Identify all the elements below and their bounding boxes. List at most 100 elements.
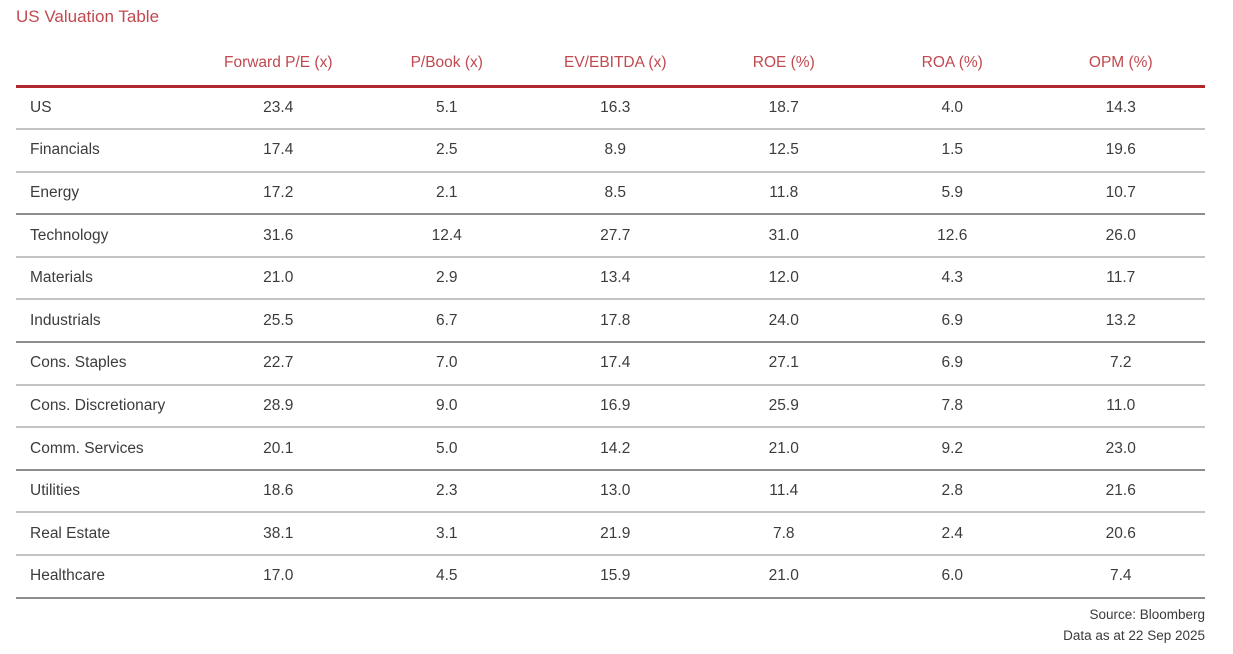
cell-value: 4.3 (868, 256, 1037, 301)
cell-value: 8.9 (531, 129, 700, 173)
cell-value: 12.4 (362, 214, 531, 258)
table-body: US 23.4 5.1 16.3 18.7 4.0 14.3 Financials 17.4 2.… (16, 86, 1205, 599)
cell-value: 17.4 (531, 342, 700, 386)
table-row: Utilities 18.6 2.3 13.0 11.4 2.8 21.6 (16, 469, 1205, 514)
column-header-roa: ROA (%) (868, 29, 1037, 88)
row-label: Cons. Discretionary (16, 384, 194, 429)
cell-value: 2.8 (868, 469, 1037, 514)
cell-value: 23.4 (194, 86, 363, 131)
row-label: Healthcare (16, 555, 194, 599)
cell-value: 6.0 (868, 555, 1037, 599)
column-header-opm: OPM (%) (1036, 29, 1205, 88)
table-row: US 23.4 5.1 16.3 18.7 4.0 14.3 (16, 86, 1205, 131)
row-label: Materials (16, 256, 194, 301)
cell-value: 5.9 (868, 171, 1037, 216)
row-label: Cons. Staples (16, 342, 194, 386)
table-row: Real Estate 38.1 3.1 21.9 7.8 2.4 20.6 (16, 512, 1205, 557)
cell-value: 5.0 (362, 427, 531, 471)
cell-value: 21.0 (699, 555, 868, 599)
cell-value: 11.4 (699, 469, 868, 514)
table-row: Comm. Services 20.1 5.0 14.2 21.0 9.2 23.0 (16, 427, 1205, 471)
cell-value: 7.8 (699, 512, 868, 557)
cell-value: 27.7 (531, 214, 700, 258)
cell-value: 3.1 (362, 512, 531, 557)
corner-cell (16, 29, 194, 88)
cell-value: 13.4 (531, 256, 700, 301)
table-row: Cons. Discretionary 28.9 9.0 16.9 25.9 7.8 11.… (16, 384, 1205, 429)
cell-value: 4.0 (868, 86, 1037, 131)
cell-value: 15.9 (531, 555, 700, 599)
cell-value: 7.8 (868, 384, 1037, 429)
cell-value: 21.0 (194, 256, 363, 301)
cell-value: 25.5 (194, 299, 363, 344)
cell-value: 17.0 (194, 555, 363, 599)
cell-value: 12.5 (699, 129, 868, 173)
table-row: Cons. Staples 22.7 7.0 17.4 27.1 6.9 7.2 (16, 342, 1205, 386)
table-row: Materials 21.0 2.9 13.4 12.0 4.3 11.7 (16, 256, 1205, 301)
cell-value: 21.6 (1036, 469, 1205, 514)
cell-value: 16.9 (531, 384, 700, 429)
cell-value: 6.9 (868, 342, 1037, 386)
row-label: Technology (16, 214, 194, 258)
cell-value: 2.9 (362, 256, 531, 301)
cell-value: 11.7 (1036, 256, 1205, 301)
cell-value: 13.0 (531, 469, 700, 514)
valuation-page: US Valuation Table Forward P/E (x) P/Boo… (16, 0, 1205, 646)
cell-value: 2.4 (868, 512, 1037, 557)
valuation-table: Forward P/E (x) P/Book (x) EV/EBITDA (x)… (16, 29, 1205, 599)
table-header: Forward P/E (x) P/Book (x) EV/EBITDA (x)… (16, 29, 1205, 88)
cell-value: 23.0 (1036, 427, 1205, 471)
cell-value: 2.3 (362, 469, 531, 514)
cell-value: 12.0 (699, 256, 868, 301)
row-label: Financials (16, 129, 194, 173)
cell-value: 2.5 (362, 129, 531, 173)
cell-value: 5.1 (362, 86, 531, 131)
cell-value: 21.0 (699, 427, 868, 471)
cell-value: 20.1 (194, 427, 363, 471)
cell-value: 18.6 (194, 469, 363, 514)
cell-value: 26.0 (1036, 214, 1205, 258)
cell-value: 14.3 (1036, 86, 1205, 131)
cell-value: 12.6 (868, 214, 1037, 258)
cell-value: 38.1 (194, 512, 363, 557)
column-header-pbook: P/Book (x) (362, 29, 531, 88)
cell-value: 22.7 (194, 342, 363, 386)
cell-value: 19.6 (1036, 129, 1205, 173)
cell-value: 7.0 (362, 342, 531, 386)
cell-value: 27.1 (699, 342, 868, 386)
cell-value: 17.2 (194, 171, 363, 216)
cell-value: 9.0 (362, 384, 531, 429)
cell-value: 10.7 (1036, 171, 1205, 216)
cell-value: 14.2 (531, 427, 700, 471)
row-label: Energy (16, 171, 194, 216)
row-label: Industrials (16, 299, 194, 344)
cell-value: 4.5 (362, 555, 531, 599)
table-row: Financials 17.4 2.5 8.9 12.5 1.5 19.6 (16, 129, 1205, 173)
column-header-forward-pe: Forward P/E (x) (194, 29, 363, 88)
cell-value: 31.0 (699, 214, 868, 258)
source-note: Source: Bloomberg (1089, 606, 1205, 622)
cell-value: 9.2 (868, 427, 1037, 471)
header-row: Forward P/E (x) P/Book (x) EV/EBITDA (x)… (16, 29, 1205, 88)
cell-value: 17.8 (531, 299, 700, 344)
row-label: US (16, 86, 194, 131)
cell-value: 25.9 (699, 384, 868, 429)
row-label: Real Estate (16, 512, 194, 557)
cell-value: 21.9 (531, 512, 700, 557)
cell-value: 28.9 (194, 384, 363, 429)
table-row: Industrials 25.5 6.7 17.8 24.0 6.9 13.2 (16, 299, 1205, 344)
column-header-roe: ROE (%) (699, 29, 868, 88)
cell-value: 6.7 (362, 299, 531, 344)
row-label: Comm. Services (16, 427, 194, 471)
cell-value: 24.0 (699, 299, 868, 344)
cell-value: 7.2 (1036, 342, 1205, 386)
cell-value: 11.8 (699, 171, 868, 216)
cell-value: 31.6 (194, 214, 363, 258)
data-date-note: Data as at 22 Sep 2025 (1063, 627, 1205, 643)
cell-value: 2.1 (362, 171, 531, 216)
table-row: Technology 31.6 12.4 27.7 31.0 12.6 26.0 (16, 214, 1205, 258)
cell-value: 16.3 (531, 86, 700, 131)
cell-value: 13.2 (1036, 299, 1205, 344)
page-title: US Valuation Table (16, 7, 160, 26)
cell-value: 18.7 (699, 86, 868, 131)
